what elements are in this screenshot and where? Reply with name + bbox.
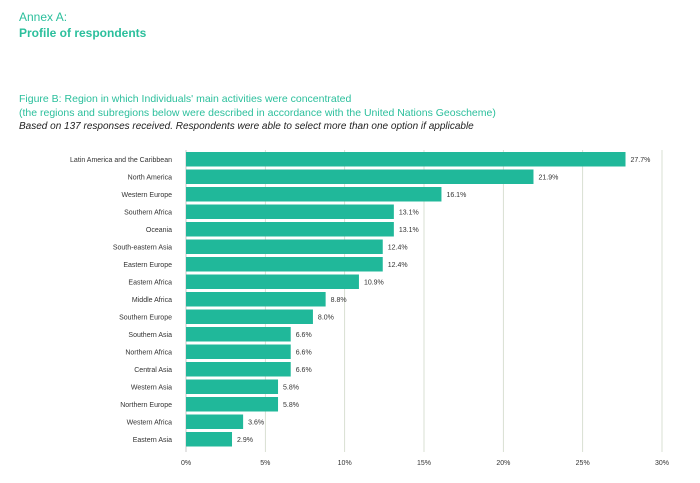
data-label: 8.0%	[318, 314, 334, 321]
bar	[186, 327, 291, 342]
category-label: Southern Europe	[119, 314, 172, 321]
tick-label: 25%	[576, 460, 590, 467]
category-label: Northern Africa	[125, 349, 172, 356]
category-label: Western Europe	[122, 192, 173, 199]
tick-label: 15%	[417, 460, 431, 467]
data-label: 6.6%	[296, 367, 312, 374]
data-label: 12.4%	[388, 244, 408, 251]
data-label: 5.8%	[283, 384, 299, 391]
tick-label: 30%	[655, 460, 669, 467]
data-label: 21.9%	[538, 174, 558, 181]
tick-label: 5%	[260, 460, 270, 467]
bar	[186, 414, 244, 429]
figure-subtitle: (the regions and subregions below were d…	[19, 107, 496, 119]
data-label: 5.8%	[283, 402, 299, 409]
data-label: 27.7%	[631, 157, 651, 164]
data-label: 8.8%	[331, 297, 347, 304]
figure-title: Figure B: Region in which Individuals' m…	[19, 93, 352, 105]
data-label: 13.1%	[399, 209, 419, 216]
category-label: Western Africa	[127, 419, 172, 426]
data-label: 6.6%	[296, 332, 312, 339]
data-label: 16.1%	[446, 192, 466, 199]
category-label: Oceania	[146, 227, 172, 234]
bar	[186, 292, 326, 307]
bar	[186, 204, 394, 219]
data-label: 13.1%	[399, 227, 419, 234]
data-label: 2.9%	[237, 437, 253, 444]
category-label: Central Asia	[134, 367, 172, 374]
category-label: Western Asia	[131, 384, 172, 391]
bar	[186, 152, 626, 167]
category-label: Southern Africa	[124, 209, 172, 216]
tick-label: 20%	[496, 460, 510, 467]
bar	[186, 362, 291, 377]
bar	[186, 169, 534, 184]
section-title: Profile of respondents	[19, 26, 147, 40]
category-label: North America	[128, 174, 172, 181]
category-label: Northern Europe	[120, 402, 172, 409]
data-label: 10.9%	[364, 279, 384, 286]
data-label: 12.4%	[388, 262, 408, 269]
bar	[186, 432, 233, 447]
data-label: 3.6%	[248, 419, 264, 426]
data-label: 6.6%	[296, 349, 312, 356]
category-label: Eastern Asia	[133, 437, 172, 444]
bar	[186, 187, 442, 202]
category-label: Eastern Europe	[123, 262, 172, 269]
tick-label: 10%	[338, 460, 352, 467]
bar	[186, 309, 313, 324]
category-label: Middle Africa	[132, 297, 172, 304]
bar	[186, 222, 394, 237]
bar	[186, 239, 383, 254]
figure-note: Based on 137 responses received. Respond…	[19, 121, 474, 132]
bar	[186, 379, 279, 394]
tick-label: 0%	[181, 460, 191, 467]
bar	[186, 397, 279, 412]
bar	[186, 257, 383, 272]
category-label: Eastern Africa	[128, 279, 172, 286]
category-label: Southern Asia	[128, 332, 172, 339]
bar	[186, 274, 359, 289]
annex-label: Annex A:	[19, 10, 68, 24]
category-label: Latin America and the Caribbean	[70, 157, 172, 164]
category-label: South-eastern Asia	[113, 244, 172, 251]
bar	[186, 344, 291, 359]
